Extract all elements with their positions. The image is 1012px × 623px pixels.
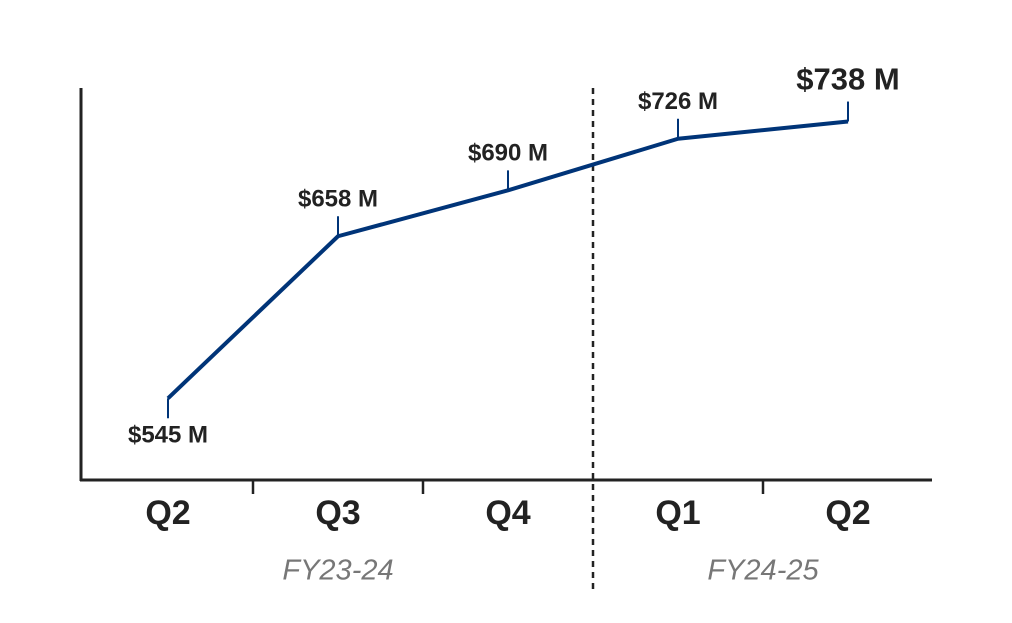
x-tick-label: Q2 [825,494,870,532]
value-label: $738 M [796,62,899,97]
value-label: $690 M [468,140,548,167]
value-label: $658 M [298,186,378,213]
value-label: $726 M [638,88,718,115]
x-tick-label: Q4 [485,494,530,532]
group-label: FY23-24 [282,555,393,587]
x-tick-label: Q3 [315,494,360,532]
x-tick-label: Q2 [145,494,190,532]
group-label: FY24-25 [707,555,819,587]
x-tick-label: Q1 [655,494,700,532]
value-label: $545 M [128,422,208,449]
line [166,119,849,400]
